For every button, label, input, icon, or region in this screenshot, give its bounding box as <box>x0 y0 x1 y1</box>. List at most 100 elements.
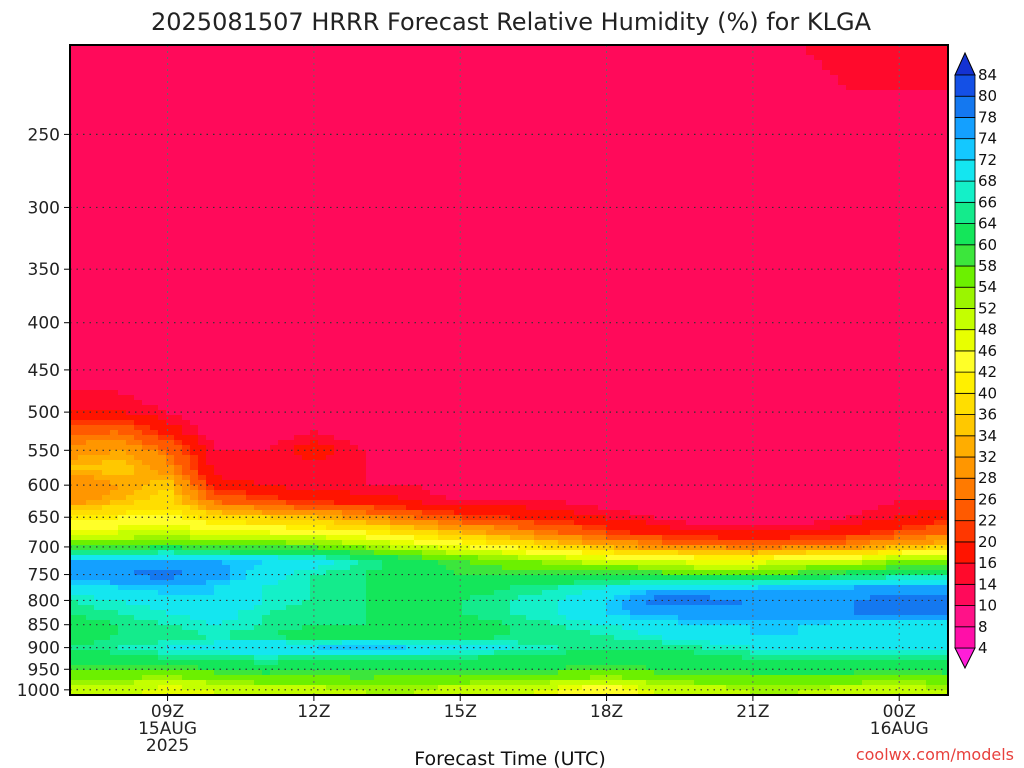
rh-cell <box>878 130 887 136</box>
rh-cell <box>886 100 895 106</box>
rh-cell <box>894 170 903 176</box>
rh-cell <box>854 85 863 91</box>
rh-cell <box>526 155 535 161</box>
rh-cell <box>582 130 591 136</box>
rh-cell <box>478 95 487 101</box>
rh-cell <box>550 90 559 96</box>
rh-cell <box>446 45 455 51</box>
rh-cell <box>806 235 815 241</box>
rh-cell <box>446 235 455 241</box>
rh-cell <box>430 215 439 221</box>
rh-cell <box>78 200 87 206</box>
rh-cell <box>158 70 167 76</box>
rh-cell <box>254 110 263 116</box>
rh-cell <box>310 100 319 106</box>
rh-cell <box>854 70 863 76</box>
rh-cell <box>542 245 551 251</box>
rh-cell <box>262 200 271 206</box>
rh-cell <box>806 50 815 56</box>
rh-cell <box>534 140 543 146</box>
rh-cell <box>446 50 455 56</box>
rh-cell <box>806 210 815 216</box>
rh-cell <box>230 50 239 56</box>
rh-cell <box>798 145 807 151</box>
rh-cell <box>206 180 215 186</box>
rh-cell <box>614 105 623 111</box>
rh-cell <box>478 220 487 226</box>
rh-cell <box>750 150 759 156</box>
rh-cell <box>446 205 455 211</box>
rh-cell <box>454 155 463 161</box>
rh-cell <box>358 235 367 241</box>
rh-cell <box>326 245 335 251</box>
rh-cell <box>414 210 423 216</box>
rh-cell <box>686 45 695 51</box>
rh-cell <box>510 125 519 131</box>
rh-cell <box>478 50 487 56</box>
rh-cell <box>238 70 247 76</box>
rh-cell <box>694 260 703 266</box>
rh-cell <box>438 90 447 96</box>
rh-cell <box>102 185 111 191</box>
rh-cell <box>278 80 287 86</box>
rh-cell <box>190 45 199 51</box>
rh-cell <box>678 65 687 71</box>
rh-cell <box>494 235 503 241</box>
rh-cell <box>902 145 911 151</box>
rh-cell <box>926 135 935 141</box>
rh-cell <box>366 70 375 76</box>
rh-cell <box>230 60 239 66</box>
rh-cell <box>350 140 359 146</box>
rh-cell <box>246 145 255 151</box>
rh-cell <box>78 80 87 86</box>
rh-cell <box>718 180 727 186</box>
rh-cell <box>574 200 583 206</box>
rh-cell <box>686 175 695 181</box>
rh-cell <box>806 180 815 186</box>
rh-cell <box>750 245 759 251</box>
rh-cell <box>382 220 391 226</box>
rh-cell <box>702 175 711 181</box>
rh-cell <box>518 170 527 176</box>
rh-cell <box>582 190 591 196</box>
rh-cell <box>174 225 183 231</box>
rh-cell <box>158 150 167 156</box>
rh-cell <box>486 140 495 146</box>
rh-cell <box>646 170 655 176</box>
rh-cell <box>886 80 895 86</box>
rh-cell <box>318 130 327 136</box>
rh-cell <box>654 115 663 121</box>
rh-cell <box>886 140 895 146</box>
rh-cell <box>822 135 831 141</box>
rh-cell <box>670 55 679 61</box>
rh-cell <box>358 100 367 106</box>
rh-cell <box>710 135 719 141</box>
rh-cell <box>646 115 655 121</box>
rh-cell <box>86 220 95 226</box>
rh-cell <box>534 175 543 181</box>
rh-cell <box>518 80 527 86</box>
rh-cell <box>854 210 863 216</box>
rh-cell <box>334 210 343 216</box>
rh-cell <box>214 170 223 176</box>
rh-cell <box>638 165 647 171</box>
rh-cell <box>454 210 463 216</box>
rh-cell <box>638 50 647 56</box>
rh-cell <box>454 135 463 141</box>
rh-cell <box>430 110 439 116</box>
rh-cell <box>318 210 327 216</box>
rh-cell <box>726 100 735 106</box>
rh-cell <box>286 150 295 156</box>
rh-cell <box>686 170 695 176</box>
rh-cell <box>502 260 511 266</box>
rh-cell <box>150 165 159 171</box>
rh-cell <box>662 70 671 76</box>
rh-cell <box>678 175 687 181</box>
rh-cell <box>382 235 391 241</box>
rh-cell <box>406 130 415 136</box>
rh-cell <box>862 85 871 91</box>
rh-cell <box>806 130 815 136</box>
rh-cell <box>302 90 311 96</box>
rh-cell <box>854 145 863 151</box>
rh-cell <box>798 85 807 91</box>
